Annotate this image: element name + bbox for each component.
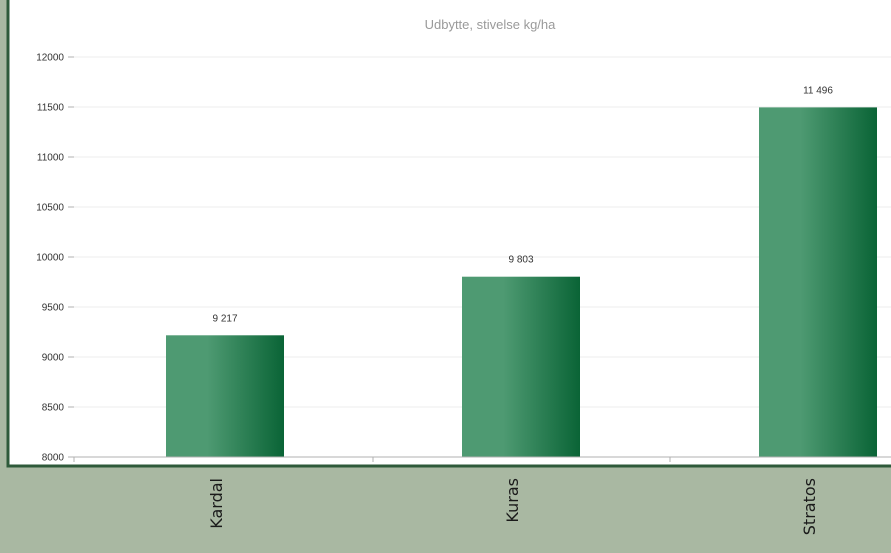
bar-stratos: [759, 107, 877, 458]
y-axis: 8000 8500 9000 9500 10000 10500 11000 11500 1200…: [36, 53, 74, 464]
category-label: Stratos: [800, 478, 819, 535]
bars: [166, 107, 877, 458]
y-tick-label: 10500: [36, 203, 64, 214]
y-tick-label: 12000: [36, 53, 64, 64]
y-tick-label: 9500: [42, 303, 65, 314]
bar-kuras: [462, 276, 580, 457]
category-label: Kardal: [207, 478, 226, 529]
y-tick-label: 9000: [42, 353, 65, 364]
y-tick-label: 11000: [37, 153, 65, 164]
plot-area: [8, 0, 891, 466]
y-tick-label: 10000: [36, 253, 64, 264]
value-label: 9 217: [212, 313, 237, 324]
value-label: 11 496: [803, 85, 833, 96]
x-axis-ticks: [73, 457, 671, 462]
plot-frame: [6, 0, 891, 468]
category-label: Kuras: [503, 478, 522, 523]
y-tick-label: 8500: [42, 403, 65, 414]
bar-kardal: [166, 335, 284, 457]
value-labels: 9 217 9 803 11 496: [212, 85, 833, 324]
category-labels: Kardal Kuras Stratos: [207, 478, 819, 535]
value-label: 9 803: [508, 255, 533, 266]
y-tick-label: 11500: [37, 103, 65, 114]
y-tick-label: 8000: [42, 453, 65, 464]
chart-title: Udbytte, stivelse kg/ha: [425, 17, 557, 32]
